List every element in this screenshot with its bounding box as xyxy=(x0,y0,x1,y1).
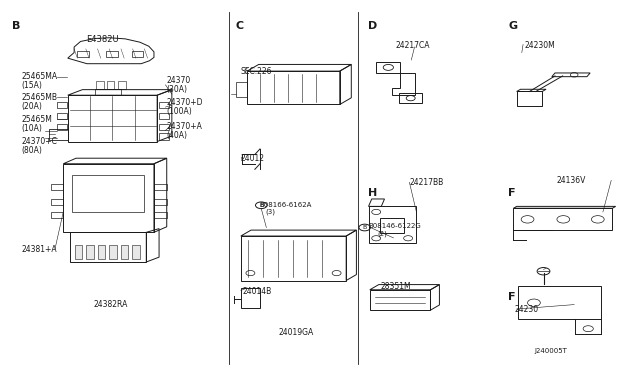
Bar xyxy=(57,124,67,131)
Text: F: F xyxy=(508,188,516,198)
Bar xyxy=(106,51,118,57)
Bar xyxy=(247,71,340,105)
Text: 24230M: 24230M xyxy=(524,41,555,50)
Text: B08146-6122G: B08146-6122G xyxy=(368,223,420,229)
Text: 25465MB: 25465MB xyxy=(22,93,58,102)
Bar xyxy=(51,184,63,190)
Text: 24136V: 24136V xyxy=(556,176,586,185)
Text: G: G xyxy=(508,21,518,31)
Text: 24381+A: 24381+A xyxy=(22,244,58,253)
Text: 24370+A: 24370+A xyxy=(167,122,203,131)
Bar xyxy=(159,102,170,108)
Bar xyxy=(159,124,170,131)
Text: 24217CA: 24217CA xyxy=(396,41,430,50)
Text: 24012: 24012 xyxy=(241,154,265,163)
Bar xyxy=(132,244,140,259)
Text: 28351M: 28351M xyxy=(381,282,412,291)
Bar xyxy=(154,212,167,218)
Text: (20A): (20A) xyxy=(22,102,43,111)
Text: 24370+C: 24370+C xyxy=(22,137,58,146)
Text: (3): (3) xyxy=(266,209,276,215)
Bar xyxy=(98,244,106,259)
Text: 24217BB: 24217BB xyxy=(410,178,444,187)
Bar xyxy=(107,81,115,89)
Text: 24019GA: 24019GA xyxy=(278,328,314,337)
Text: (80A): (80A) xyxy=(22,146,43,155)
Text: F: F xyxy=(508,292,516,302)
Bar xyxy=(241,288,260,308)
Text: (100A): (100A) xyxy=(167,108,193,116)
Bar xyxy=(121,244,129,259)
Bar xyxy=(241,236,346,280)
Bar xyxy=(109,244,117,259)
Text: (30A): (30A) xyxy=(167,85,188,94)
Bar xyxy=(51,199,63,205)
Text: J240005T: J240005T xyxy=(534,348,567,354)
Bar xyxy=(49,129,68,140)
Text: 24370+D: 24370+D xyxy=(167,98,204,107)
Text: 24014B: 24014B xyxy=(242,287,271,296)
Bar xyxy=(159,133,170,140)
Bar xyxy=(380,218,404,233)
Bar xyxy=(57,102,67,108)
Bar xyxy=(154,184,167,190)
Bar xyxy=(159,113,170,119)
Text: (10A): (10A) xyxy=(22,124,43,133)
Bar xyxy=(57,113,67,119)
Bar xyxy=(132,51,143,57)
Bar xyxy=(72,175,144,212)
Bar xyxy=(118,81,126,89)
Text: SEC.226: SEC.226 xyxy=(241,67,272,76)
Bar xyxy=(370,290,431,310)
Text: D: D xyxy=(368,21,377,31)
Bar xyxy=(51,212,63,218)
Text: B: B xyxy=(259,203,264,208)
Text: 24230: 24230 xyxy=(515,305,539,314)
Bar xyxy=(95,89,121,95)
Text: E4382U: E4382U xyxy=(86,35,119,44)
Text: 25465M: 25465M xyxy=(22,115,52,124)
Text: (40A): (40A) xyxy=(167,131,188,141)
Text: B08166-6162A: B08166-6162A xyxy=(259,202,312,208)
Bar xyxy=(86,244,94,259)
Text: B: B xyxy=(363,225,367,230)
Bar xyxy=(154,199,167,205)
Bar xyxy=(236,82,247,97)
Text: (15A): (15A) xyxy=(22,81,43,90)
Text: H: H xyxy=(368,188,377,198)
Text: B: B xyxy=(12,21,20,31)
Text: 24382RA: 24382RA xyxy=(93,300,127,309)
Text: (2): (2) xyxy=(378,230,387,237)
Text: 24370: 24370 xyxy=(167,76,191,85)
Text: 25465MA: 25465MA xyxy=(22,72,58,81)
Bar xyxy=(77,51,89,57)
Bar xyxy=(75,244,83,259)
Text: C: C xyxy=(236,21,244,31)
Bar xyxy=(96,81,104,89)
